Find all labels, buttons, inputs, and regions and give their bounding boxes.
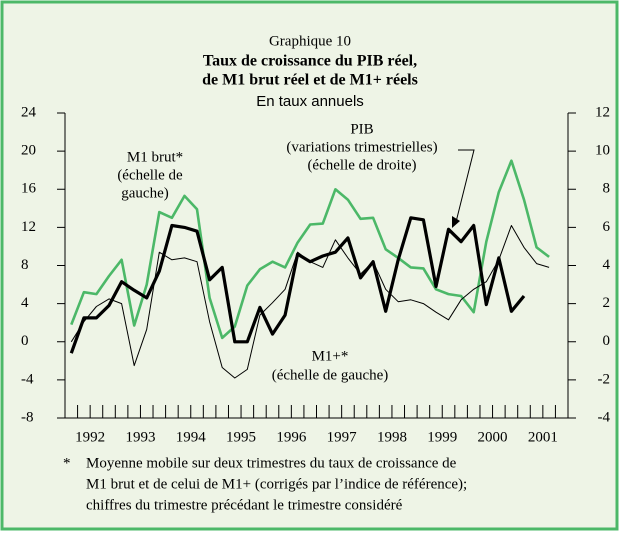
unit-label: En taux annuels xyxy=(256,93,364,110)
y-tick-label: -4 xyxy=(21,371,34,387)
y2-tick-label: 8 xyxy=(603,181,611,197)
y2-tick-label: 4 xyxy=(603,257,611,273)
annotation: M1+* xyxy=(312,348,349,364)
y-tick-label: 16 xyxy=(21,181,37,197)
x-tick-label: 1994 xyxy=(176,429,207,445)
series-line xyxy=(70,159,550,340)
y2-tick-label: -2 xyxy=(598,371,611,387)
y-tick-label: 20 xyxy=(21,143,36,159)
annotation: M1 brut* xyxy=(127,149,183,165)
x-tick-label: 1996 xyxy=(276,429,307,445)
y-tick-label: 0 xyxy=(21,333,29,349)
series-line xyxy=(69,216,526,354)
y-tick-label: 4 xyxy=(21,295,29,311)
annotation: (échelle de xyxy=(117,167,183,183)
annotation: (échelle de gauche) xyxy=(272,367,389,383)
footnote: Moyenne mobile sur deux trimestres du ta… xyxy=(86,455,457,471)
footnote: chiffres du trimestre précédant le trime… xyxy=(86,497,403,513)
chart-title: Graphique 10 xyxy=(269,33,351,49)
y2-tick-label: -4 xyxy=(598,409,611,425)
annotation: PIB xyxy=(350,121,373,137)
y-tick-label: 12 xyxy=(21,219,36,235)
arrowhead xyxy=(452,216,460,228)
annotation: gauche) xyxy=(121,185,168,201)
arrow xyxy=(455,149,475,223)
x-tick-label: 1998 xyxy=(377,429,407,445)
annotation: (variations trimestrielles) xyxy=(286,139,437,155)
x-tick-label: 2000 xyxy=(478,429,508,445)
x-tick-label: 1992 xyxy=(75,429,105,445)
y2-tick-label: 6 xyxy=(603,219,611,235)
y2-tick-label: 10 xyxy=(595,143,610,159)
y2-tick-label: 2 xyxy=(603,295,611,311)
footnote: M1 brut et de celui de M1+ (corrigés par… xyxy=(86,476,467,492)
y-tick-label: 24 xyxy=(21,104,37,120)
footnote-marker: * xyxy=(63,455,71,471)
x-tick-label: 1999 xyxy=(427,429,457,445)
x-tick-label: 1995 xyxy=(226,429,256,445)
y-tick-label: 8 xyxy=(21,257,29,273)
y2-tick-label: 12 xyxy=(595,104,610,120)
y-tick-label: -8 xyxy=(21,409,34,425)
subtitle: Taux de croissance du PIB réel, xyxy=(203,53,417,70)
x-tick-label: 1997 xyxy=(327,429,358,445)
x-tick-label: 2001 xyxy=(528,429,558,445)
y2-tick-label: 0 xyxy=(603,333,611,349)
subtitle: de M1 brut réel et de M1+ réels xyxy=(202,72,418,89)
annotation: (échelle de droite) xyxy=(307,157,416,173)
x-tick-label: 1993 xyxy=(125,429,155,445)
